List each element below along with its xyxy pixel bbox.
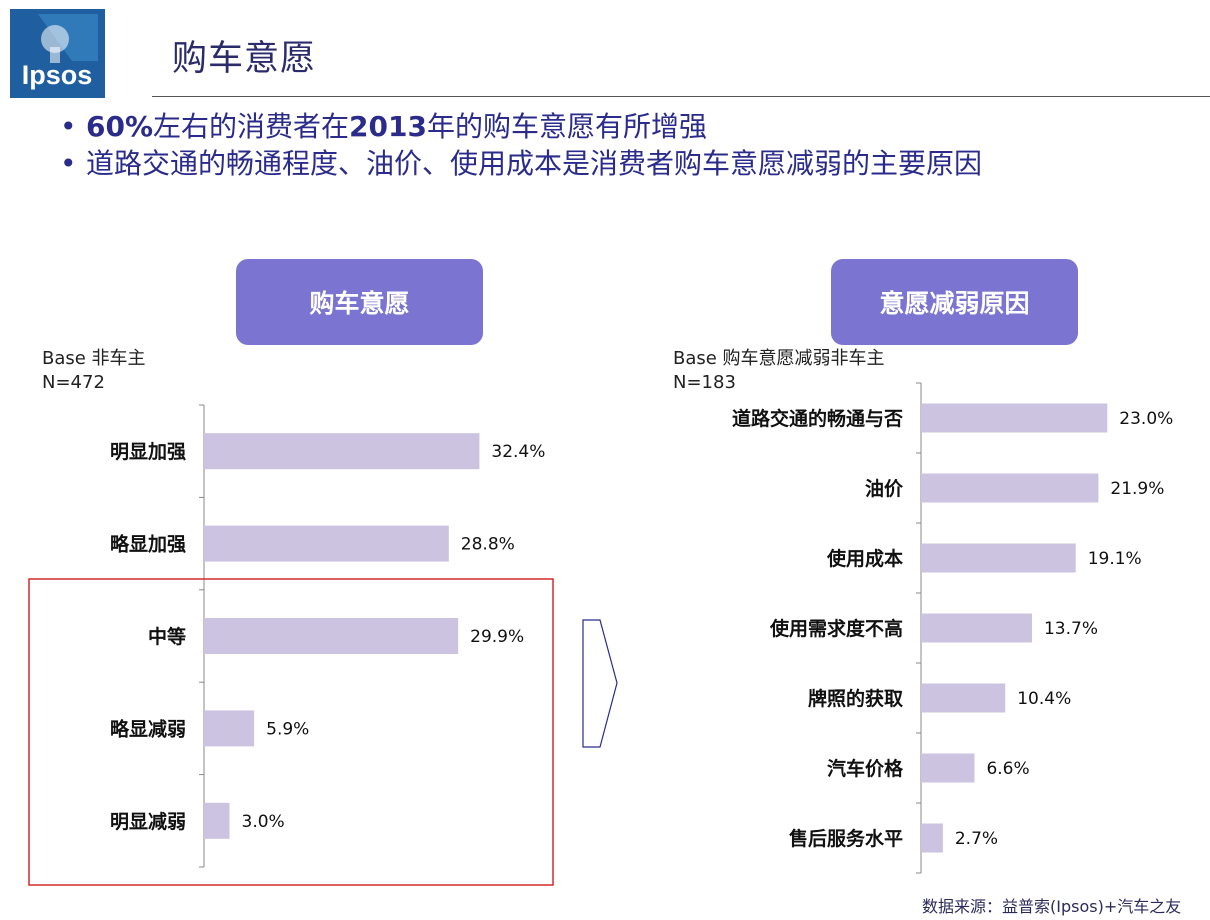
category-label: 中等 — [148, 625, 186, 648]
right-bar-chart: 道路交通的畅通与否 23.0% 油价 21.9% 使用成本 19.1% 使用需求度不高 13.… — [732, 382, 1173, 874]
left-base-label: Base 非车主 N=472 — [42, 347, 146, 395]
right-base-line2: N=183 — [673, 372, 736, 393]
bullet-item: • 60%左右的消费者在2013年的购车意愿有所增强 — [60, 110, 707, 143]
category-label: 明显减弱 — [110, 810, 186, 833]
bullet-text-1: 道路交通的畅通程度、油价、使用成本是消费者购车意愿减弱的主要原因 — [86, 147, 983, 180]
category-label: 明显加强 — [110, 441, 186, 463]
value-label: 19.1% — [1088, 549, 1142, 569]
bar-明显加强 — [204, 433, 480, 470]
bar-使用需求度不高 — [921, 613, 1032, 643]
category-label: 汽车价格 — [827, 757, 904, 780]
title-divider — [152, 96, 1210, 97]
bar-油价 — [921, 473, 1099, 503]
value-label: 28.8% — [461, 535, 515, 555]
bullet-list: • 60%左右的消费者在2013年的购车意愿有所增强 • 道路交通的畅通程度、油价、… — [60, 108, 982, 182]
bar-略显加强 — [204, 525, 449, 562]
right-base-line1: Base 购车意愿减弱非车主 — [673, 348, 885, 369]
left-base-line2: N=472 — [42, 372, 105, 393]
category-label: 售后服务水平 — [788, 827, 903, 850]
value-label: 3.0% — [242, 812, 285, 832]
value-label: 32.4% — [491, 442, 545, 462]
category-label: 使用需求度不高 — [769, 617, 903, 640]
category-label: 油价 — [865, 478, 904, 500]
bullet-item: • 道路交通的畅通程度、油价、使用成本是消费者购车意愿减弱的主要原因 — [60, 147, 983, 180]
value-label: 6.6% — [986, 759, 1029, 779]
value-label: 2.7% — [955, 829, 998, 849]
bar-中等 — [204, 618, 459, 654]
left-bar-chart: 明显加强 32.4% 略显加强 28.8% 中等 29.9% 略显减弱 5.9% 明显减弱 3.0… — [110, 404, 545, 868]
bar-牌照的获取 — [921, 683, 1006, 713]
value-label: 23.0% — [1119, 409, 1173, 429]
bar-售后服务水平 — [921, 823, 943, 853]
value-label: 21.9% — [1110, 479, 1164, 499]
bar-道路交通的畅通与否 — [921, 403, 1108, 433]
right-base-label: Base 购车意愿减弱非车主 N=183 — [673, 347, 885, 395]
right-chart-heading: 意愿减弱原因 — [831, 259, 1078, 345]
highlight-box — [28, 578, 554, 886]
bar-汽车价格 — [921, 753, 975, 783]
value-label: 10.4% — [1017, 689, 1071, 709]
data-source-note: 数据来源：益普索(Ipsos)+汽车之友 — [922, 897, 1182, 916]
logo-text: Ipsos — [22, 60, 93, 90]
category-label: 略显加强 — [110, 533, 186, 556]
value-label: 5.9% — [266, 719, 309, 739]
bar-使用成本 — [921, 543, 1076, 573]
value-label: 29.9% — [470, 627, 524, 647]
bar-略显减弱 — [204, 710, 255, 747]
bar-明显减弱 — [204, 802, 230, 839]
category-label: 牌照的获取 — [808, 687, 903, 710]
left-chart-heading: 购车意愿 — [236, 259, 483, 345]
ipsos-logo: Ipsos — [10, 9, 105, 98]
category-label: 使用成本 — [826, 547, 903, 570]
left-base-line1: Base 非车主 — [42, 348, 146, 369]
category-label: 道路交通的畅通与否 — [732, 407, 903, 430]
arrow-right-icon — [582, 619, 618, 748]
bullet-text-0: 60%左右的消费者在2013年的购车意愿有所增强 — [86, 110, 707, 143]
value-label: 13.7% — [1044, 619, 1098, 639]
category-label: 略显减弱 — [110, 717, 186, 740]
page-title: 购车意愿 — [172, 39, 317, 79]
